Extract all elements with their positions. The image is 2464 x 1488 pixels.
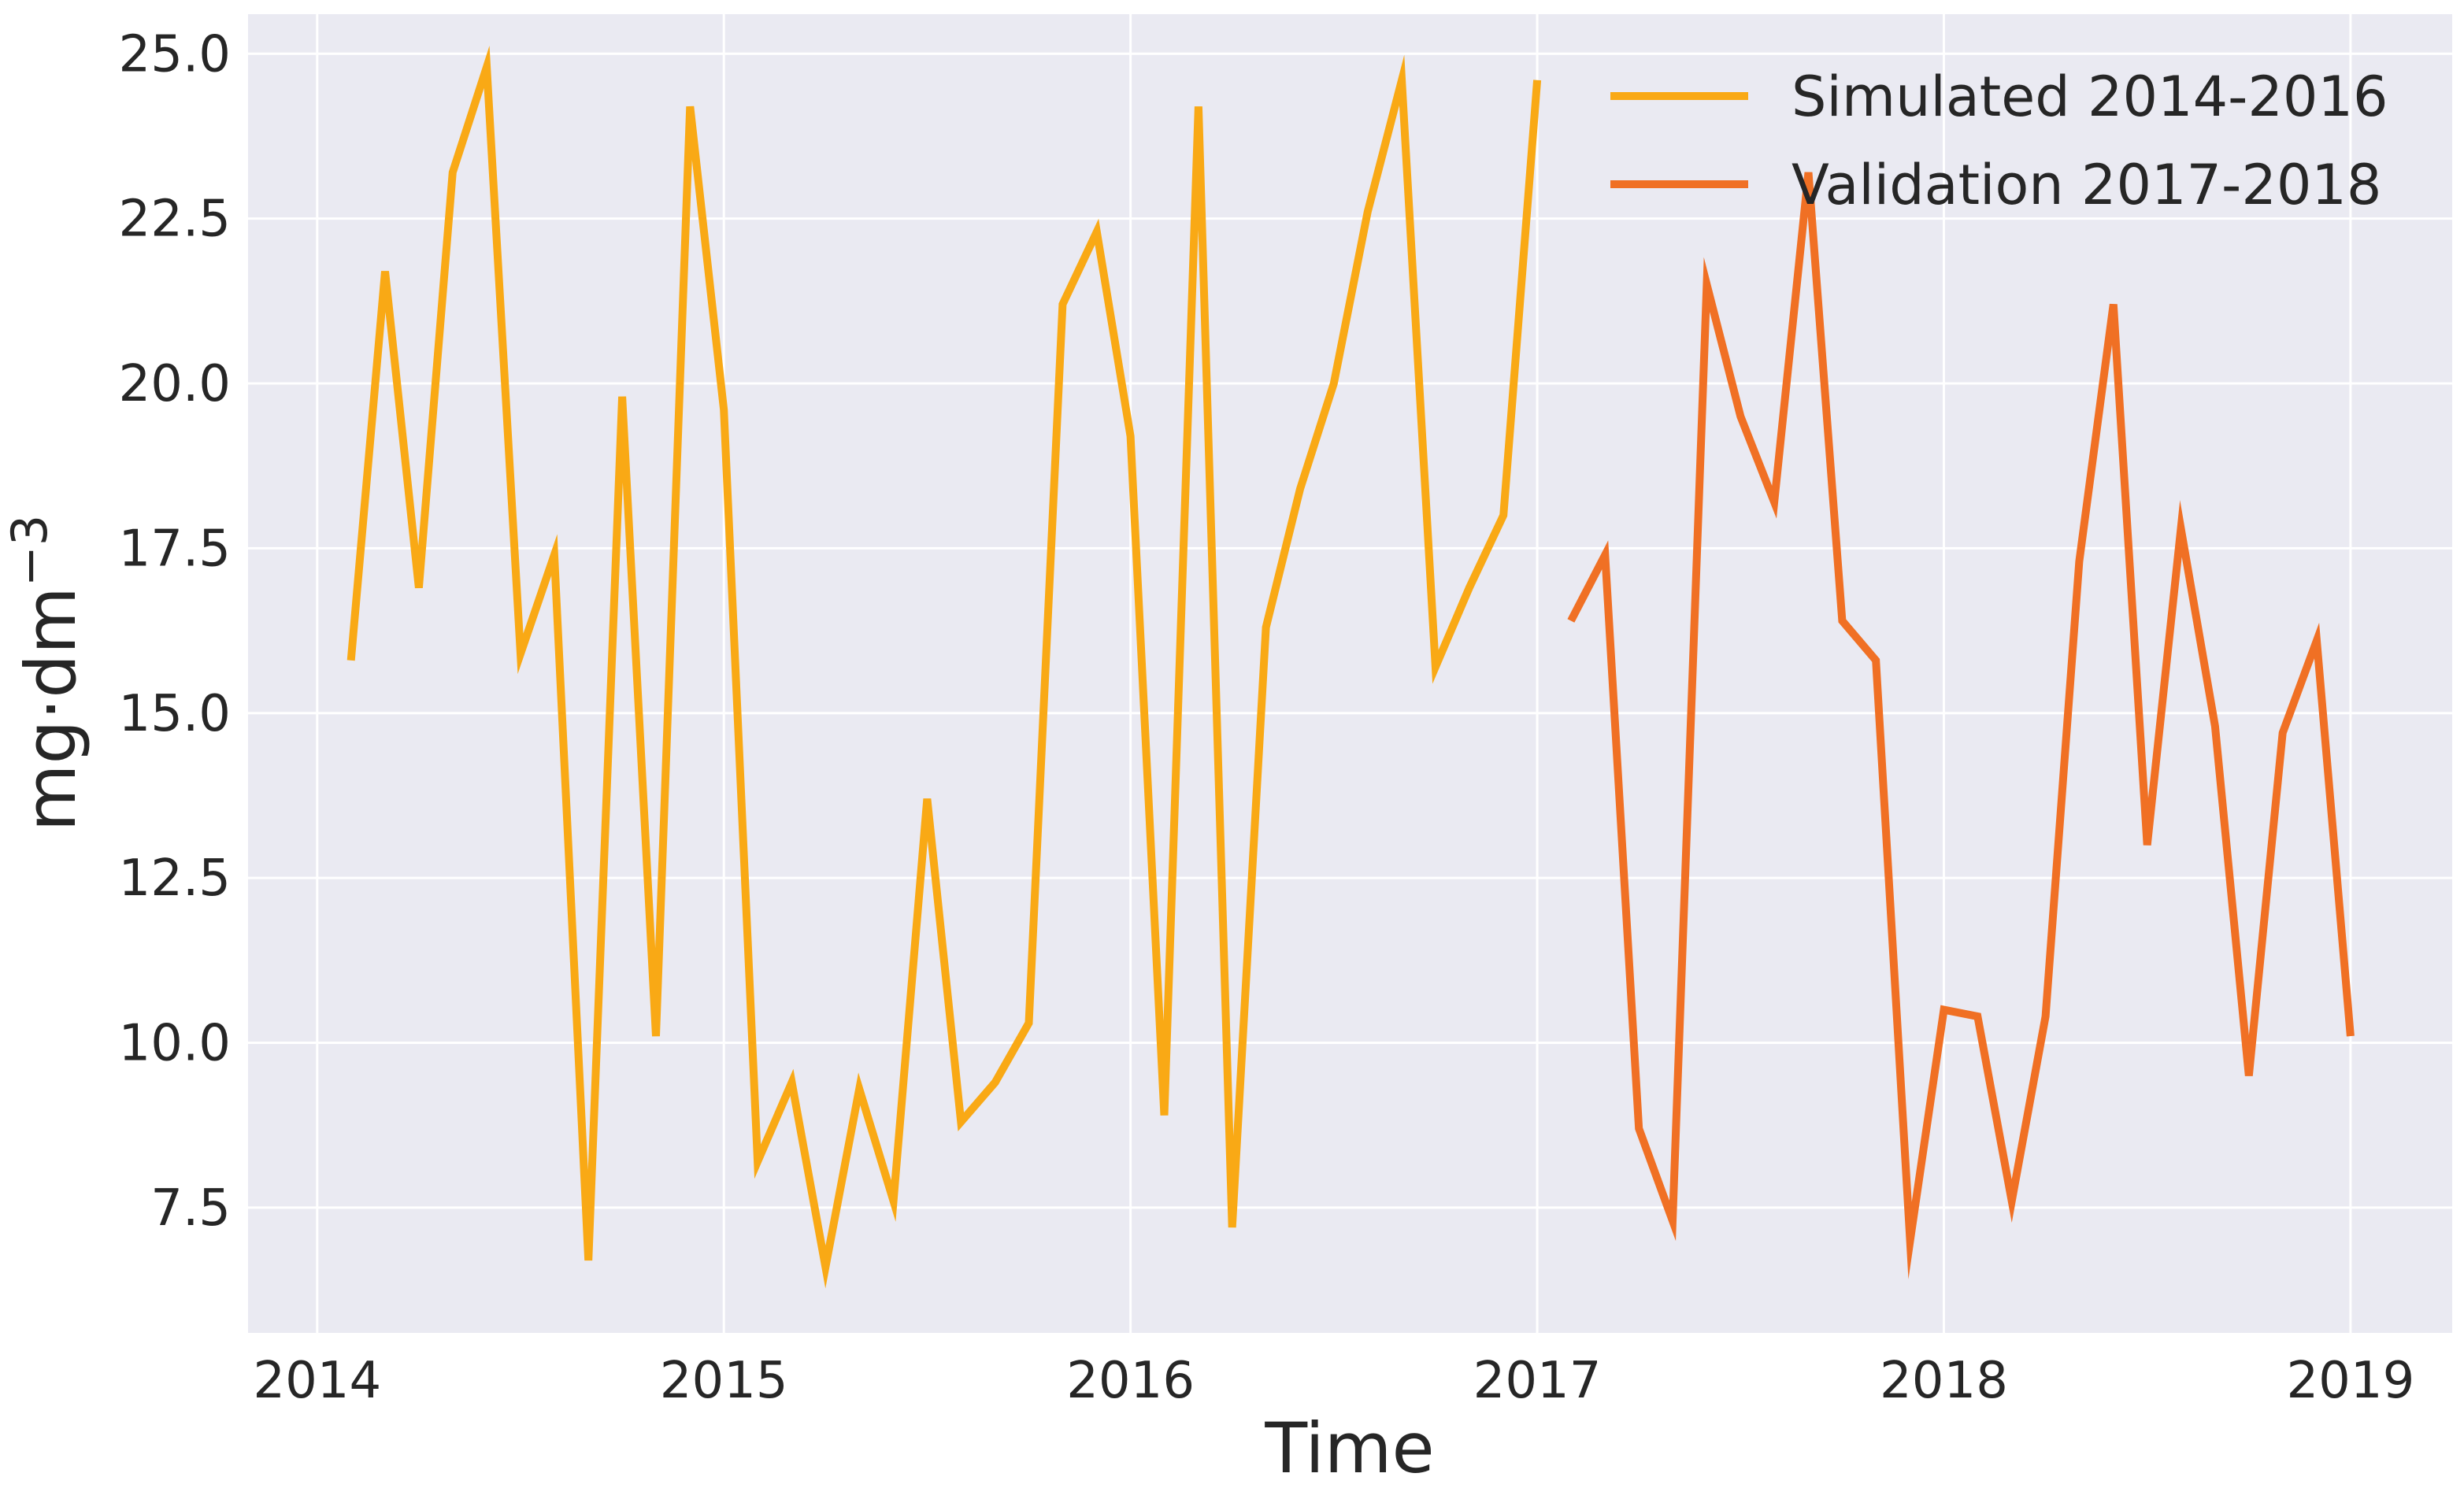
y-axis-label-base: mg·dm [10, 587, 91, 831]
y-tick-label: 10.0 [119, 1015, 232, 1073]
y-tick-label: 22.5 [119, 191, 232, 249]
y-axis-ticks: 7.5 10.0 12.5 15.0 17.5 20.0 22.5 25.0 [119, 25, 232, 1238]
y-tick-label: 12.5 [119, 849, 232, 908]
legend-label-2: Validation 2017-2018 [1791, 153, 2381, 217]
y-tick-label: 20.0 [119, 355, 232, 413]
y-tick-label: 17.5 [119, 520, 232, 578]
x-tick-label: 2019 [2286, 1352, 2414, 1410]
svg-text:mg·dm−3: mg·dm−3 [1, 515, 91, 832]
y-tick-label: 15.0 [119, 685, 232, 743]
x-tick-label: 2015 [660, 1352, 788, 1410]
series-line-2 [1567, 172, 2355, 1279]
x-tick-label: 2018 [1880, 1352, 2008, 1410]
x-tick-label: 2017 [1473, 1352, 1602, 1410]
x-axis-ticks: 2014 2015 2016 2017 2018 2019 [253, 1352, 2414, 1410]
x-tick-label: 2014 [253, 1352, 381, 1410]
series-lines [346, 46, 2355, 1289]
series-line-1 [346, 46, 1542, 1289]
y-tick-label: 25.0 [119, 25, 232, 83]
y-axis-label-superscript: −3 [1, 515, 58, 587]
x-tick-label: 2016 [1066, 1352, 1195, 1410]
legend: Simulated 2014-2016 Validation 2017-2018 [1610, 65, 2388, 217]
plot-background [248, 14, 2452, 1333]
y-axis-label: mg·dm−3 [1, 515, 91, 832]
legend-label-1: Simulated 2014-2016 [1791, 65, 2388, 129]
x-axis-label: Time [1264, 1408, 1434, 1485]
y-tick-label: 7.5 [150, 1179, 231, 1238]
